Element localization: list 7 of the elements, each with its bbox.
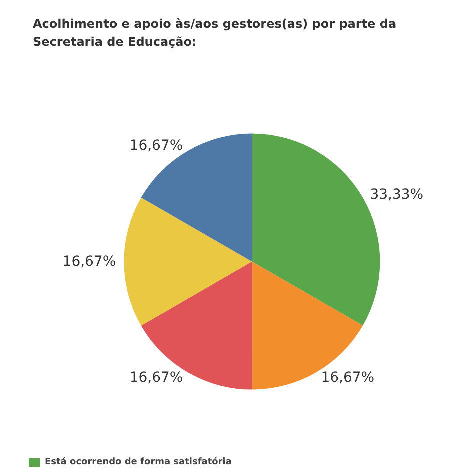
chart-title: Acolhimento e apoio às/aos gestores(as) por parte da Secretaria de Educação: <box>33 17 397 49</box>
data-label: 16,67% <box>130 370 184 386</box>
data-label: 16,67% <box>321 370 375 386</box>
data-label: 33,33% <box>370 186 424 203</box>
data-label: 16,67% <box>130 138 184 154</box>
legend-label: Está ocorrendo de forma satisfatória <box>45 456 232 468</box>
data-label: 16,67% <box>62 254 116 270</box>
